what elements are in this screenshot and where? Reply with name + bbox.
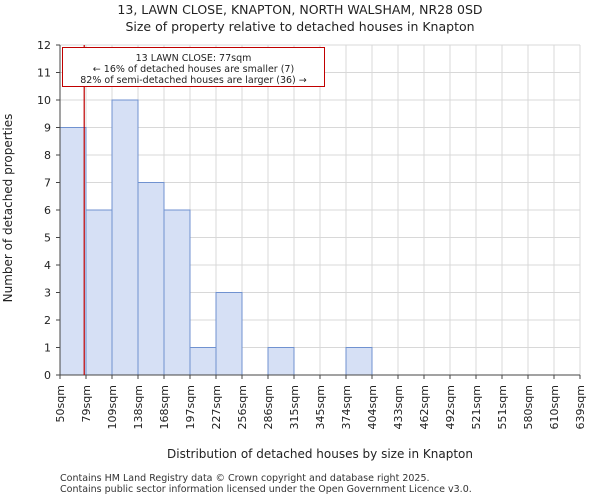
histogram-bar (189, 347, 217, 376)
y-tick-label: 11 (37, 67, 51, 80)
y-tick-label: 6 (44, 204, 51, 217)
y-tick-label: 3 (44, 287, 51, 300)
x-tick-label: 580sqm (522, 385, 535, 429)
annotation-line-2: ← 16% of detached houses are smaller (7) (92, 64, 295, 75)
x-tick-label: 168sqm (158, 385, 171, 429)
y-tick-label: 1 (44, 342, 51, 355)
y-tick-label: 7 (44, 177, 51, 190)
histogram-bar (215, 292, 243, 376)
x-tick-label: 462sqm (418, 385, 431, 429)
x-tick-label: 345sqm (314, 385, 327, 429)
histogram-bar (59, 127, 87, 376)
y-tick-label: 5 (44, 232, 51, 245)
y-tick-label: 9 (44, 122, 51, 135)
x-tick-label: 433sqm (392, 385, 405, 429)
x-tick-label: 610sqm (548, 385, 561, 429)
y-tick-label: 4 (44, 259, 51, 272)
x-tick-label: 227sqm (210, 385, 223, 429)
histogram-bar (345, 347, 373, 376)
footer-line-2: Contains public sector information licen… (60, 484, 472, 495)
footer-line-1: Contains HM Land Registry data © Crown c… (60, 473, 430, 484)
chart-subtitle: Size of property relative to detached ho… (125, 19, 475, 34)
y-tick-label: 12 (37, 39, 51, 52)
y-axis-label: Number of detached properties (1, 114, 15, 303)
x-tick-label: 109sqm (106, 385, 119, 429)
x-tick-label: 50sqm (54, 385, 67, 422)
y-tick-label: 8 (44, 149, 51, 162)
x-tick-label: 79sqm (80, 385, 93, 422)
x-tick-label: 492sqm (444, 385, 457, 429)
chart-title: 13, LAWN CLOSE, KNAPTON, NORTH WALSHAM, … (117, 2, 483, 17)
x-tick-label: 521sqm (470, 385, 483, 429)
annotation-box: 13 LAWN CLOSE: 77sqm ← 16% of detached h… (62, 47, 325, 87)
x-tick-label: 639sqm (574, 385, 587, 429)
y-tick-label: 0 (44, 369, 51, 382)
y-tick-label: 10 (37, 94, 51, 107)
histogram-bar (267, 347, 295, 376)
x-tick-label: 404sqm (366, 385, 379, 429)
x-axis-label: Distribution of detached houses by size … (167, 447, 473, 461)
x-tick-label: 256sqm (236, 385, 249, 429)
histogram-bar (111, 99, 139, 376)
x-tick-label: 315sqm (288, 385, 301, 429)
x-tick-label: 374sqm (340, 385, 353, 429)
y-tick-label: 2 (44, 314, 51, 327)
x-tick-label: 286sqm (262, 385, 275, 429)
annotation-line-1: 13 LAWN CLOSE: 77sqm (135, 53, 252, 64)
x-tick-label: 197sqm (184, 385, 197, 429)
histogram-bar (163, 209, 191, 376)
histogram-bar (85, 209, 113, 376)
histogram-bar (137, 182, 165, 376)
x-tick-label: 551sqm (496, 385, 509, 429)
x-tick-label: 138sqm (132, 385, 145, 429)
annotation-line-3: 82% of semi-detached houses are larger (… (80, 75, 307, 86)
